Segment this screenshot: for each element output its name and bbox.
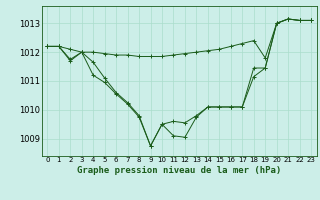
X-axis label: Graphe pression niveau de la mer (hPa): Graphe pression niveau de la mer (hPa): [77, 166, 281, 175]
